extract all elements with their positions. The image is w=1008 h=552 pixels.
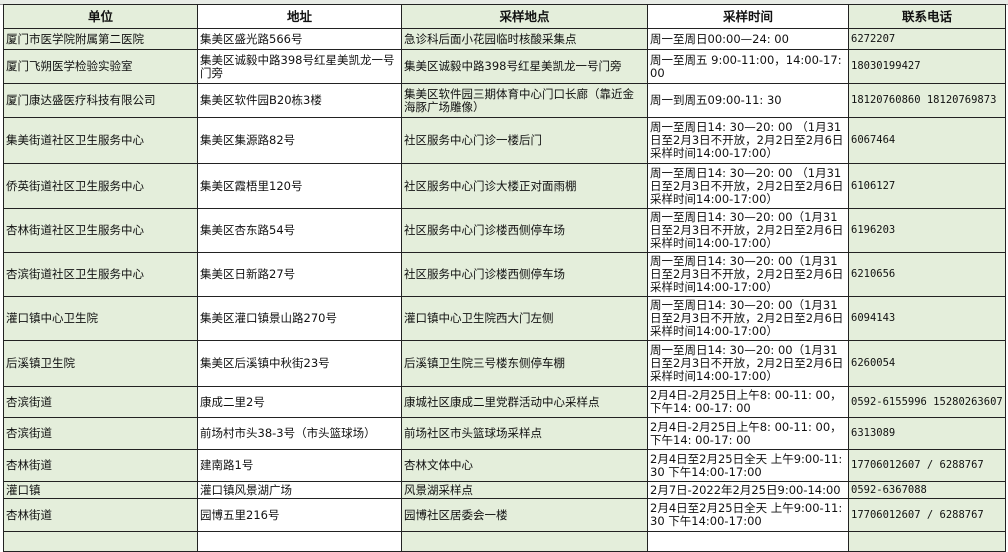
cell-empty[interactable] [3,531,198,552]
table-row: 厦门市医学院附属第二医院 集美区盛光路566号 急诊科后面小花园临时核酸采集点 周一至… [3,28,1006,50]
cell-sampling-site[interactable]: 灌口镇中心卫生院西大门左侧 [401,296,648,341]
cell-unit[interactable]: 后溪镇卫生院 [3,340,198,387]
cell-sampling-time[interactable]: 周一到周五09:00-11: 30 [647,83,849,118]
cell-sampling-site[interactable]: 集美区诚毅中路398号红星美凯龙一号门旁 [401,49,648,84]
cell-address[interactable]: 集美区诚毅中路398号红星美凯龙一号门旁 [197,49,402,84]
cell-phone[interactable]: 18030199427 [848,49,1006,84]
cell-address[interactable]: 集美区霞梧里120号 [197,163,402,209]
cell-sampling-site[interactable]: 急诊科后面小花园临时核酸采集点 [401,28,648,50]
header-sampling-site[interactable]: 采样地点 [401,4,648,29]
cell-unit[interactable]: 杏滨街道 [3,417,198,450]
cell-unit[interactable]: 集美街道社区卫生服务中心 [3,117,198,164]
cell-address[interactable]: 集美区杏东路54号 [197,208,402,253]
table-row: 厦门康达盛医疗科技有限公司 集美区软件园B20栋3楼 集美区软件园三期体育中心门口长… [3,83,1006,118]
cell-phone[interactable]: 17706012607 / 6288767 [848,498,1006,532]
cell-unit[interactable]: 厦门康达盛医疗科技有限公司 [3,83,198,118]
table-row: 杏林街道社区卫生服务中心 集美区杏东路54号 社区服务中心门诊楼西侧停车场 周一至周日… [3,208,1006,253]
table-row: 杏林街道 建南路1号 杏林文体中心 2月4日至2月25日全天 上午9:00-11:30… [3,449,1006,482]
cell-sampling-time[interactable]: 2月7日-2022年2月25日9:00-14:00 [647,481,849,499]
table-row: 侨英街道社区卫生服务中心 集美区霞梧里120号 社区服务中心门诊大楼正对面雨棚 周一至… [3,163,1006,209]
cell-phone[interactable]: 6196203 [848,208,1006,253]
cell-sampling-site[interactable]: 风景湖采样点 [401,481,648,499]
cell-address[interactable]: 集美区软件园B20栋3楼 [197,83,402,118]
cell-sampling-site[interactable]: 集美区软件园三期体育中心门口长廊（靠近金海豚广场雕像） [401,83,648,118]
table-row: 后溪镇卫生院 集美区后溪镇中秋街23号 后溪镇卫生院三号楼东侧停车棚 周一至周日14:… [3,340,1006,387]
cell-sampling-time[interactable]: 2月4日-2月25日上午8: 00-11: 00，下午14: 00-17: 00 [647,417,849,450]
cell-address[interactable]: 灌口镇风景湖广场 [197,481,402,499]
header-phone[interactable]: 联系电话 [848,4,1006,29]
header-address[interactable]: 地址 [197,4,402,29]
cell-unit[interactable]: 杏滨街道 [3,386,198,418]
cell-sampling-site[interactable]: 杏林文体中心 [401,449,648,482]
cell-address[interactable]: 集美区日新路27号 [197,252,402,297]
cell-phone[interactable]: 6067464 [848,117,1006,164]
table-row: 杏滨街道 康成二里2号 康城社区康成二里党群活动中心采样点 2月4日-2月25日上午8… [3,386,1006,418]
cell-address[interactable]: 集美区盛光路566号 [197,28,402,50]
header-unit[interactable]: 单位 [3,4,198,29]
cell-sampling-time[interactable]: 2月4日至2月25日全天 上午9:00-11:30 下午14:00-17:00 [647,498,849,532]
table-row: 灌口镇 灌口镇风景湖广场 风景湖采样点 2月7日-2022年2月25日9:00-14:… [3,481,1006,499]
cell-unit[interactable]: 杏林街道社区卫生服务中心 [3,208,198,253]
cell-address[interactable]: 集美区灌口镇景山路270号 [197,296,402,341]
cell-sampling-site[interactable]: 社区服务中心门诊楼西侧停车场 [401,208,648,253]
cell-sampling-time[interactable]: 周一至周日14: 30—20: 00（1月31日至2月3日不开放，2月2日至2月… [647,296,849,341]
cell-sampling-time[interactable]: 周一至周日14: 30—20: 00 （1月31日至2月3日不开放，2月2日至2… [647,117,849,164]
cell-sampling-time[interactable]: 周一至周日14: 30—20: 00（1月31日至2月3日不开放，2月2日至2月… [647,252,849,297]
cell-empty[interactable] [197,531,402,552]
cell-phone[interactable]: 6094143 [848,296,1006,341]
cell-unit[interactable]: 杏林街道 [3,498,198,532]
cell-sampling-time[interactable]: 周一至周日00:00—24: 00 [647,28,849,50]
table-row: 厦门飞朔医学检验实验室 集美区诚毅中路398号红星美凯龙一号门旁 集美区诚毅中路39… [3,49,1006,84]
cell-empty[interactable] [848,531,1006,552]
cell-unit[interactable]: 厦门市医学院附属第二医院 [3,28,198,50]
cell-phone[interactable]: 6260054 [848,340,1006,387]
cell-address[interactable]: 前场村市头38-3号（市头篮球场） [197,417,402,450]
cell-empty[interactable] [647,531,849,552]
cell-sampling-time[interactable]: 周一至周五 9:00-11:00，14:00-17:00 [647,49,849,84]
cell-unit[interactable]: 厦门飞朔医学检验实验室 [3,49,198,84]
cell-phone[interactable]: 0592-6155996 15280263607 [848,386,1006,418]
cell-phone[interactable]: 0592-6367088 [848,481,1006,499]
header-sampling-time[interactable]: 采样时间 [647,4,849,29]
table-row-partial [3,531,1006,552]
cell-address[interactable]: 建南路1号 [197,449,402,482]
table-row: 集美街道社区卫生服务中心 集美区集源路82号 社区服务中心门诊一楼后门 周一至周日14… [3,117,1006,164]
cell-sampling-time[interactable]: 周一至周日14: 30—20: 00（1月31日至2月3日不开放，2月2日至2月… [647,340,849,387]
cell-phone[interactable]: 6272207 [848,28,1006,50]
cell-sampling-site[interactable]: 社区服务中心门诊楼西侧停车场 [401,252,648,297]
table-row: 杏滨街道 前场村市头38-3号（市头篮球场） 前场社区市头篮球场采样点 2月4日-2月… [3,417,1006,450]
table-row: 杏林街道 园博五里216号 园博社区居委会一楼 2月4日至2月25日全天 上午9:00… [3,498,1006,532]
cell-address[interactable]: 集美区后溪镇中秋街23号 [197,340,402,387]
header-row: 单位 地址 采样地点 采样时间 联系电话 [3,4,1006,29]
cell-unit[interactable]: 灌口镇中心卫生院 [3,296,198,341]
cell-unit[interactable]: 杏林街道 [3,449,198,482]
cell-empty[interactable] [401,531,648,552]
cell-unit[interactable]: 杏滨街道社区卫生服务中心 [3,252,198,297]
cell-sampling-site[interactable]: 园博社区居委会一楼 [401,498,648,532]
cell-sampling-site[interactable]: 社区服务中心门诊一楼后门 [401,117,648,164]
cell-phone[interactable]: 18120760860 18120769873 [848,83,1006,118]
sampling-sites-table: 单位 地址 采样地点 采样时间 联系电话 厦门市医学院附属第二医院 集美区盛光路5… [3,4,1006,552]
cell-sampling-site[interactable]: 社区服务中心门诊大楼正对面雨棚 [401,163,648,209]
cell-phone[interactable]: 6210656 [848,252,1006,297]
cell-address[interactable]: 康成二里2号 [197,386,402,418]
cell-sampling-site[interactable]: 后溪镇卫生院三号楼东侧停车棚 [401,340,648,387]
cell-unit[interactable]: 侨英街道社区卫生服务中心 [3,163,198,209]
table-row: 杏滨街道社区卫生服务中心 集美区日新路27号 社区服务中心门诊楼西侧停车场 周一至周日… [3,252,1006,297]
cell-sampling-site[interactable]: 前场社区市头篮球场采样点 [401,417,648,450]
cell-sampling-time[interactable]: 2月4日至2月25日全天 上午9:00-11:30 下午14:00-17:00 [647,449,849,482]
cell-address[interactable]: 集美区集源路82号 [197,117,402,164]
cell-sampling-time[interactable]: 周一至周日14: 30—20: 00 （1月31日至2月3日不开放，2月2日至2… [647,163,849,209]
table-row: 灌口镇中心卫生院 集美区灌口镇景山路270号 灌口镇中心卫生院西大门左侧 周一至周日1… [3,296,1006,341]
cell-address[interactable]: 园博五里216号 [197,498,402,532]
cell-sampling-site[interactable]: 康城社区康成二里党群活动中心采样点 [401,386,648,418]
cell-sampling-time[interactable]: 2月4日-2月25日上午8: 00-11: 00，下午14: 00-17: 00 [647,386,849,418]
cell-sampling-time[interactable]: 周一至周日14: 30—20: 00（1月31日至2月3日不开放，2月2日至2月… [647,208,849,253]
cell-phone[interactable]: 17706012607 / 6288767 [848,449,1006,482]
cell-phone[interactable]: 6106127 [848,163,1006,209]
cell-unit[interactable]: 灌口镇 [3,481,198,499]
cell-phone[interactable]: 6313089 [848,417,1006,450]
